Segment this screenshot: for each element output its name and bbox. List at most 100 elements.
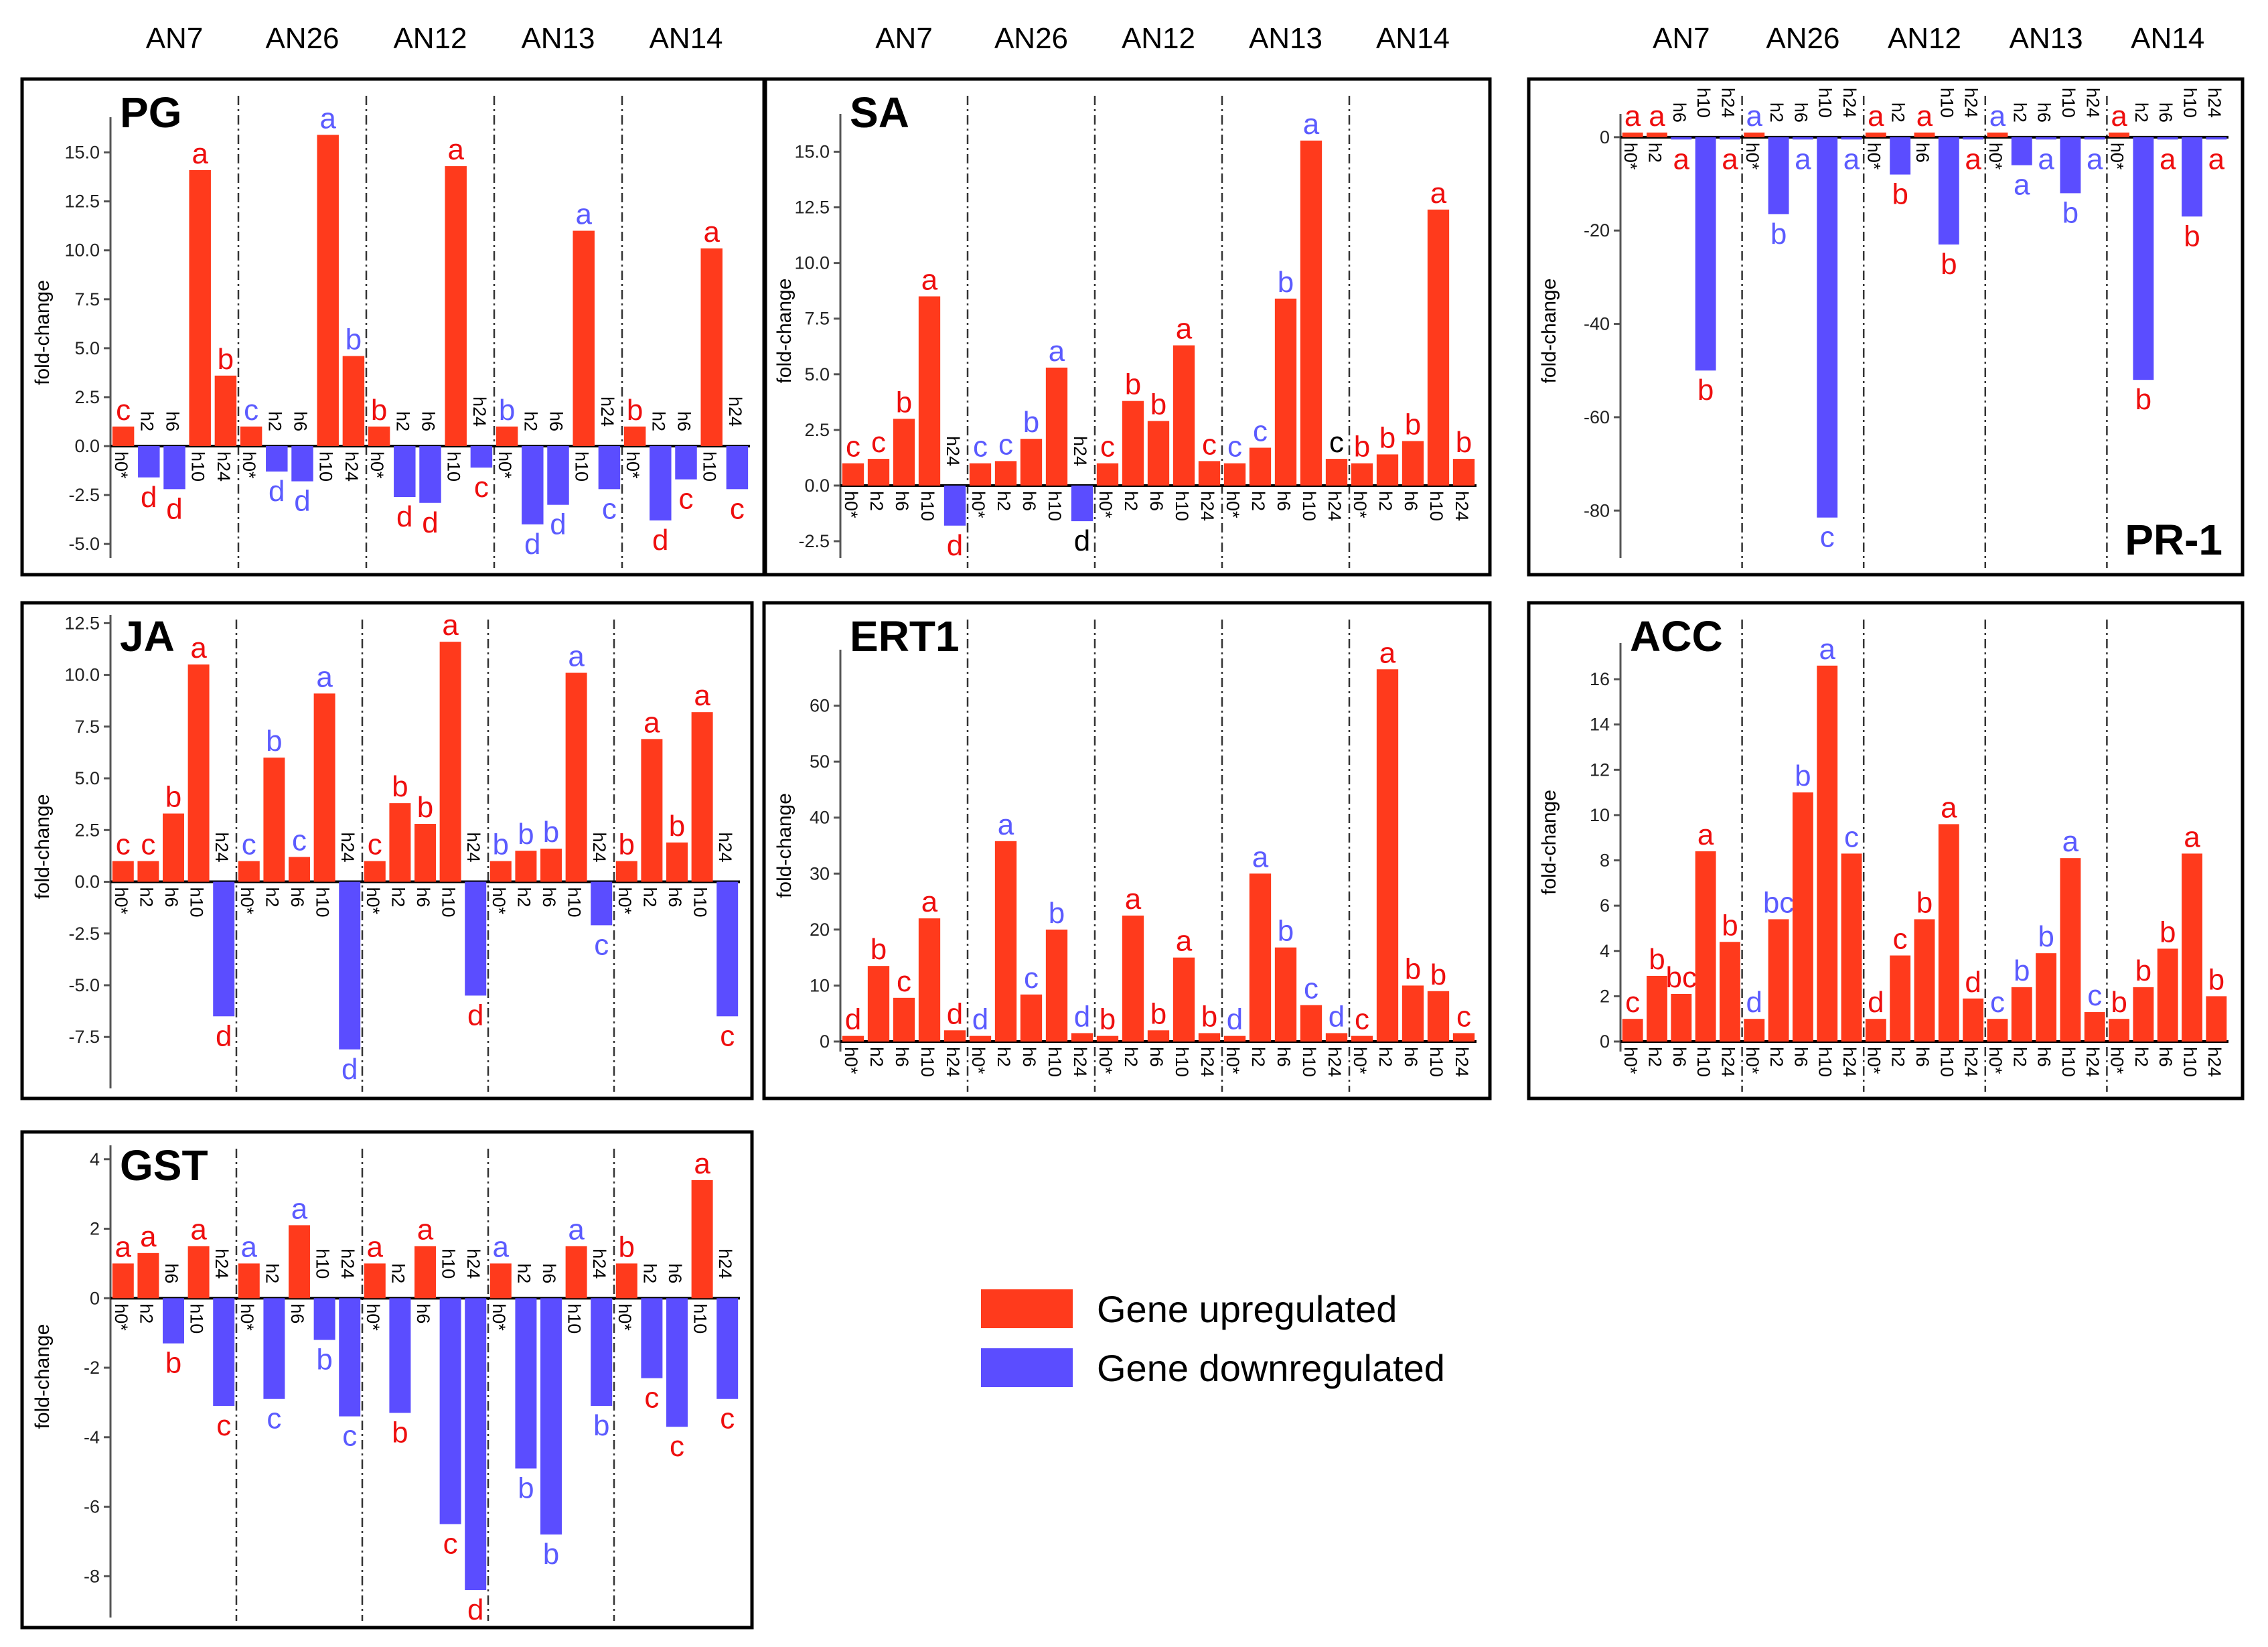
time-label: h24 bbox=[337, 1248, 358, 1279]
significance-letter: d bbox=[166, 492, 182, 525]
significance-letter: c bbox=[897, 965, 911, 998]
y-tick-label: 7.5 bbox=[74, 289, 100, 309]
bar-h6-an14 bbox=[2157, 137, 2178, 140]
bar-h2-an14 bbox=[2133, 987, 2154, 1042]
legend-item-up: Gene upregulated bbox=[981, 1279, 1445, 1338]
time-label: h6 bbox=[1274, 491, 1294, 511]
bar-h0-an7 bbox=[112, 861, 134, 882]
time-label: h6 bbox=[665, 1263, 685, 1283]
time-label: h6 bbox=[892, 491, 912, 511]
significance-letter: a bbox=[1746, 100, 1763, 133]
time-label: h10 bbox=[1299, 1047, 1319, 1077]
time-label: h0* bbox=[968, 1047, 988, 1074]
time-label: h6 bbox=[2034, 1047, 2054, 1067]
time-label: h0* bbox=[1620, 143, 1641, 170]
significance-letter: c bbox=[1304, 973, 1318, 1005]
significance-letter: a bbox=[644, 706, 660, 739]
significance-letter: b bbox=[218, 343, 234, 376]
significance-letter: b bbox=[669, 810, 685, 843]
time-label: h0* bbox=[615, 1303, 635, 1331]
time-label: h24 bbox=[1452, 1047, 1472, 1077]
time-label: h2 bbox=[1248, 1047, 1268, 1067]
y-tick-label: -60 bbox=[1584, 407, 1610, 427]
bar-h10-an26 bbox=[1817, 665, 1838, 1042]
group-label-an14: AN14 bbox=[1376, 22, 1450, 55]
group-label-an12: AN12 bbox=[1888, 22, 1961, 55]
time-label: h24 bbox=[725, 397, 745, 427]
panel-frame bbox=[1527, 601, 2245, 1100]
y-axis-label: fold-change bbox=[31, 280, 54, 385]
bar-h0-an12 bbox=[364, 861, 386, 882]
y-axis-label: fold-change bbox=[773, 793, 796, 898]
bar-h6-an26 bbox=[1020, 994, 1043, 1042]
significance-letter: a bbox=[2038, 143, 2054, 175]
panel-gst: -8-6-4-2024fold-changeh0*ah2ah6bh10ah24c… bbox=[20, 1130, 754, 1630]
time-label: h0* bbox=[489, 887, 509, 915]
time-label: h0* bbox=[1864, 143, 1884, 170]
y-tick-label: -6 bbox=[84, 1497, 100, 1517]
time-label: h10 bbox=[2180, 1047, 2200, 1077]
bar-h10-an7 bbox=[1695, 137, 1716, 371]
time-label: h10 bbox=[313, 1248, 333, 1279]
significance-letter: c bbox=[1625, 986, 1640, 1019]
panel-pg: -5.0 -2.5 0.0 2.5 5.0 7.5 10.0 12.5 15.0 fold-cha… bbox=[20, 77, 767, 577]
bar-h0-an13 bbox=[1223, 1035, 1246, 1042]
y-tick-label: 5.0 bbox=[74, 338, 100, 358]
bar-h6-an12 bbox=[1914, 132, 1935, 137]
bar-h10-an13 bbox=[565, 1246, 587, 1299]
significance-letter: b bbox=[1023, 406, 1039, 439]
bar-h10-an7 bbox=[918, 918, 941, 1042]
significance-letter: a bbox=[1303, 108, 1320, 141]
time-label: h24 bbox=[715, 833, 735, 863]
bar-h0-an14 bbox=[615, 861, 637, 882]
time-label: h2 bbox=[1375, 1047, 1395, 1067]
bar-h6-an12 bbox=[414, 1246, 436, 1299]
significance-letter: c bbox=[2087, 979, 2102, 1012]
bar-h10-an26 bbox=[313, 1298, 335, 1340]
bar-h24-an12 bbox=[1198, 1033, 1221, 1042]
time-label: h6 bbox=[539, 887, 559, 908]
significance-letter: c bbox=[594, 928, 609, 961]
legend-swatch-down bbox=[981, 1348, 1073, 1387]
bar-h0-an12 bbox=[368, 426, 390, 447]
time-label: h10 bbox=[444, 451, 464, 482]
significance-letter: a bbox=[1868, 100, 1884, 133]
bar-h0-an13 bbox=[1987, 132, 2008, 137]
bar-h0-an7 bbox=[842, 463, 864, 486]
y-tick-label: 4 bbox=[1600, 941, 1610, 961]
bar-h6-an13 bbox=[540, 1298, 562, 1535]
significance-letter: b bbox=[1125, 368, 1141, 401]
y-tick-label: 15.0 bbox=[794, 141, 830, 161]
bar-h2-an14 bbox=[641, 739, 663, 882]
significance-letter: d bbox=[269, 475, 285, 508]
y-tick-label: -2 bbox=[84, 1358, 100, 1378]
bar-h0-an14 bbox=[1351, 463, 1373, 486]
time-label: h0* bbox=[968, 491, 988, 518]
bar-h24-an7 bbox=[1720, 137, 1740, 140]
significance-letter: bc bbox=[1763, 886, 1794, 919]
significance-letter: b bbox=[493, 829, 509, 861]
time-label: h24 bbox=[589, 833, 609, 863]
significance-letter: a bbox=[192, 137, 208, 170]
time-label: h2 bbox=[262, 1263, 282, 1283]
bar-h6-an7 bbox=[1671, 137, 1692, 140]
bar-h10-an12 bbox=[439, 1298, 461, 1524]
bar-h2-an14 bbox=[650, 446, 672, 521]
bar-h0-an13 bbox=[496, 426, 518, 447]
time-label: h10 bbox=[564, 887, 585, 918]
bar-h0-an26 bbox=[1744, 132, 1765, 137]
significance-letter: c bbox=[998, 428, 1013, 461]
bar-h6-an12 bbox=[414, 824, 436, 882]
group-label-an7: AN7 bbox=[875, 22, 933, 55]
y-tick-label: 12.5 bbox=[64, 613, 100, 633]
time-label: h2 bbox=[392, 411, 412, 431]
time-label: h24 bbox=[1961, 88, 1981, 118]
bar-h24-an7 bbox=[213, 881, 235, 1017]
bar-h0-an26 bbox=[1744, 1019, 1765, 1042]
time-label: h10 bbox=[313, 887, 333, 918]
bar-h0-an26 bbox=[969, 1035, 992, 1042]
bar-h2-an7 bbox=[137, 861, 159, 882]
significance-letter: a bbox=[694, 679, 710, 712]
time-label: h0* bbox=[841, 1047, 861, 1074]
significance-letter: b bbox=[1201, 1000, 1217, 1033]
